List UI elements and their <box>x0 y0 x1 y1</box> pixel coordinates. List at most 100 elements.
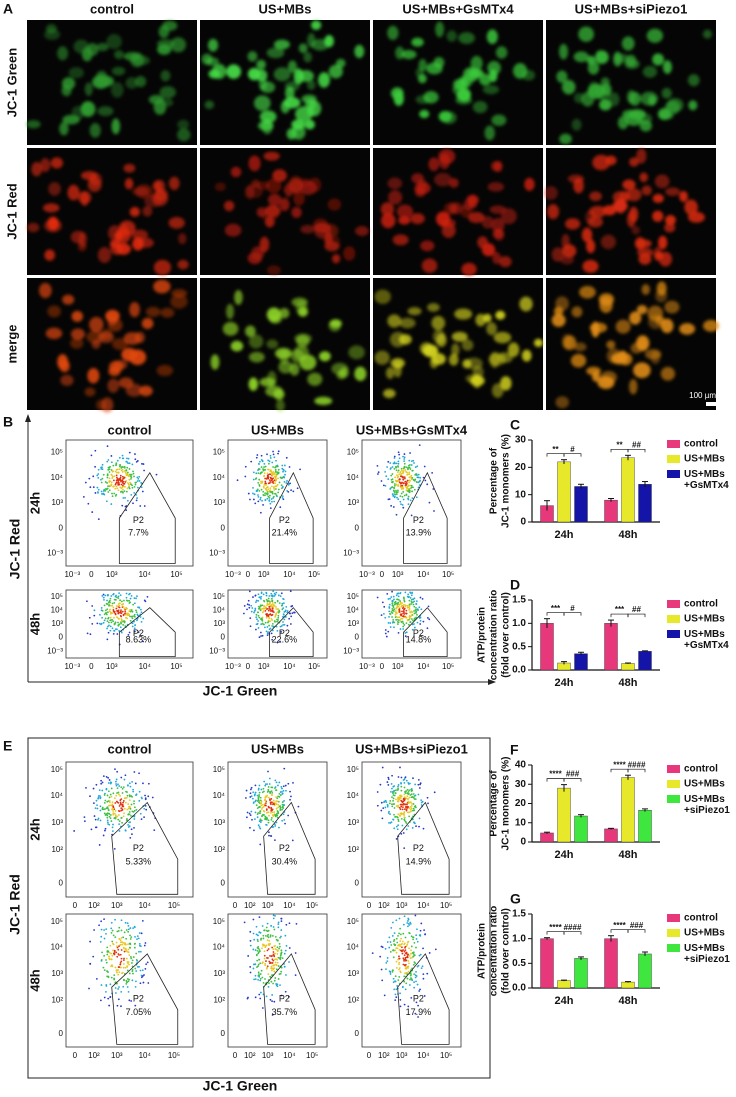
y-tick-label: 10⁴ <box>51 942 64 951</box>
event-dot <box>151 796 154 799</box>
event-dot <box>412 803 415 805</box>
bar <box>621 981 635 989</box>
event-dot <box>276 797 279 800</box>
event-dot <box>273 489 276 491</box>
event-dot <box>403 819 406 822</box>
row-label: 48h <box>27 613 42 635</box>
event-dot <box>260 466 263 468</box>
event-dot <box>299 468 301 471</box>
cell <box>652 193 664 203</box>
event-dot <box>418 990 421 992</box>
event-dot <box>250 810 253 813</box>
event-dot <box>133 826 135 829</box>
event-dot <box>278 793 281 795</box>
event-dot <box>109 608 111 611</box>
event-dot <box>398 797 400 800</box>
event-dot <box>252 596 254 598</box>
event-dot <box>100 779 103 782</box>
event-dot <box>120 949 123 951</box>
event-dot <box>391 787 393 790</box>
event-dot <box>395 513 398 516</box>
cell <box>47 305 62 318</box>
event-dot <box>412 598 415 601</box>
cell <box>319 351 331 362</box>
event-dot <box>114 483 117 486</box>
event-dot <box>277 978 280 980</box>
event-dot <box>269 998 272 1001</box>
y-tick-label: 0 <box>355 1029 360 1038</box>
event-dot <box>266 626 269 628</box>
cell <box>26 120 41 129</box>
event-dot <box>383 801 385 804</box>
event-dot <box>426 796 429 799</box>
event-dot <box>397 820 400 822</box>
event-dot <box>107 631 110 634</box>
event-dot <box>108 958 111 961</box>
event-dot <box>402 491 405 493</box>
event-dot <box>120 919 123 922</box>
event-dot <box>119 614 122 617</box>
event-dot <box>408 479 411 482</box>
event-dot <box>104 827 107 830</box>
event-dot <box>109 629 112 632</box>
cell <box>107 378 120 393</box>
event-dot <box>400 486 402 489</box>
cell <box>160 307 175 318</box>
event-dot <box>267 495 270 498</box>
y-tick-label: 0 <box>520 517 526 528</box>
event-dot <box>119 594 122 597</box>
event-dot <box>276 611 279 614</box>
event-dot <box>110 461 113 464</box>
cell <box>124 178 134 190</box>
cell <box>286 128 297 140</box>
event-dot <box>400 785 403 788</box>
event-dot <box>107 971 109 973</box>
event-dot <box>391 796 393 799</box>
event-dot <box>249 944 252 947</box>
event-dot <box>411 795 414 798</box>
significance-label: **** <box>549 923 562 932</box>
event-dot <box>399 808 402 811</box>
event-dot <box>421 800 424 803</box>
event-dot <box>416 476 419 479</box>
x-tick-label: 10² <box>244 901 256 910</box>
event-dot <box>123 807 126 810</box>
cell <box>439 153 450 170</box>
event-dot <box>403 613 406 615</box>
event-dot <box>126 791 128 793</box>
cell <box>662 60 672 74</box>
event-dot <box>110 795 113 798</box>
cell <box>226 64 242 79</box>
event-dot <box>387 812 390 814</box>
event-dot <box>106 460 109 463</box>
x-tick-label: 10³ <box>106 570 118 579</box>
event-dot <box>407 798 409 801</box>
event-dot <box>408 599 411 602</box>
cell <box>655 289 668 303</box>
event-dot <box>128 794 131 797</box>
event-dot <box>406 941 409 944</box>
event-dot <box>128 978 131 981</box>
cell <box>129 301 140 318</box>
cell <box>256 246 265 255</box>
event-dot <box>401 946 403 949</box>
event-dot <box>408 811 411 814</box>
event-dot <box>260 591 263 594</box>
event-dot <box>281 957 284 960</box>
event-dot <box>404 949 407 952</box>
cell <box>462 359 472 369</box>
event-dot <box>270 809 273 812</box>
y-tick-label: 10⁴ <box>347 942 360 951</box>
event-dot <box>271 794 274 796</box>
event-dot <box>283 799 285 802</box>
event-dot <box>415 616 417 619</box>
cell <box>465 374 482 384</box>
event-dot <box>138 799 141 802</box>
cell <box>629 206 639 223</box>
event-dot <box>415 946 417 949</box>
cell <box>314 396 333 406</box>
event-dot <box>128 485 130 487</box>
x-tick-label: 0 <box>89 662 94 671</box>
event-dot <box>136 938 138 941</box>
